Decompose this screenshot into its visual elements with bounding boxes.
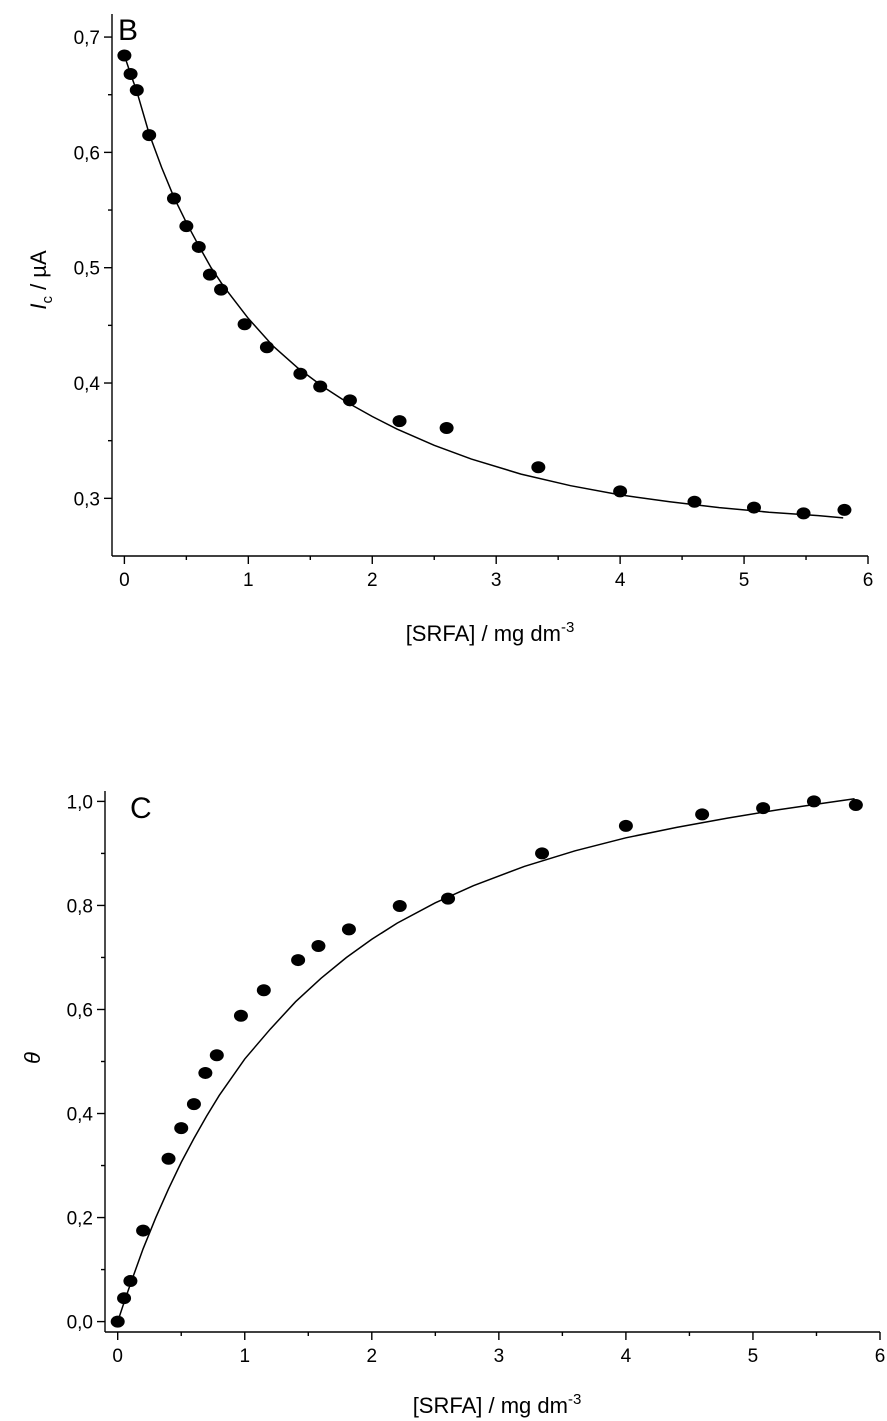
panel-b-chart: 0 1 2 3 4 5 6 0,3 0,4 0,5 0,6 0,7 B [SRFA] / mg dm-… [26, 14, 873, 646]
panel-c-data-point [535, 847, 550, 860]
panel-c-y-tick-label: 1,0 [67, 792, 93, 813]
panel-b-y-tick-label: 0,6 [74, 143, 100, 164]
panel-c-x-tick-label: 6 [875, 1346, 886, 1367]
panel-c-y-tick-label: 0,2 [67, 1209, 93, 1230]
panel-c-x-tick-label: 4 [621, 1346, 632, 1367]
panel-c-data-point [341, 923, 356, 936]
panel-c-data-point [117, 1292, 132, 1305]
panel-c-data-point [618, 819, 633, 832]
panel-b-data-point [313, 380, 328, 393]
panel-b-fit-curve [123, 55, 844, 519]
panel-c-plot-area: 0 1 2 3 4 5 6 0,0 0,2 0,4 0,6 0,8 1,0 [67, 791, 886, 1367]
panel-b-data-point [746, 501, 761, 514]
panel-b-x-tick-label: 0 [119, 570, 130, 591]
panel-c-y-tick-label: 0,6 [67, 1000, 93, 1021]
panel-b-data-point [293, 367, 308, 380]
panel-c-data-point [136, 1224, 151, 1237]
panel-b-data-point [202, 268, 217, 281]
panel-b-data-point [259, 341, 274, 354]
panel-b-data-point [166, 192, 181, 205]
panel-b-data-point [342, 394, 357, 407]
panel-b-data-point [142, 129, 157, 142]
panel-c-x-tick-label: 0 [112, 1346, 123, 1367]
panel-b-y-tick-label: 0,7 [74, 28, 100, 49]
panel-c-y-tick-label: 0,4 [67, 1105, 94, 1126]
panel-c-data-point [110, 1315, 125, 1328]
panel-c-data-point [186, 1098, 201, 1111]
panel-b-x-tick-label: 5 [739, 570, 750, 591]
panel-b-data-point [392, 415, 407, 428]
panel-b-x-axis-title: [SRFA] / mg dm-3 [406, 619, 575, 646]
panel-c-data-point [123, 1275, 138, 1288]
panel-c-y-tick-label: 0,8 [67, 896, 93, 917]
panel-c-data-point [161, 1152, 176, 1165]
panel-b-x-tick-label: 1 [243, 570, 254, 591]
panel-c-data-point [441, 892, 456, 905]
panel-b-x-tick-label: 4 [615, 570, 626, 591]
panel-b-data-point [123, 67, 138, 80]
panel-c-data-point [198, 1066, 213, 1079]
panel-b-data-point [129, 84, 144, 97]
panel-c-fit-curve [116, 798, 855, 1322]
panel-b-data-point [613, 485, 628, 498]
panel-b-x-tick-label: 2 [367, 570, 378, 591]
panel-b-data-point [191, 240, 206, 253]
panel-c-data-point [695, 808, 710, 821]
panel-b-data-point [837, 503, 852, 516]
panel-c-data-point [848, 799, 863, 812]
panel-b-x-tick-label: 6 [863, 570, 874, 591]
panel-c-data-point [291, 954, 306, 967]
panel-b-data-point [531, 461, 546, 474]
panel-b-y-tick-label: 0,4 [74, 374, 101, 395]
panel-b-plot-area: 0 1 2 3 4 5 6 0,3 0,4 0,5 0,6 0,7 [74, 14, 874, 591]
panel-b-y-tick-label: 0,3 [74, 489, 100, 510]
panel-c-data-point [233, 1009, 248, 1022]
panel-c-y-axis-title: θ [20, 1052, 45, 1064]
panel-c-data-point [174, 1122, 189, 1135]
panel-c-x-tick-label: 5 [748, 1346, 759, 1367]
panel-b-data-point [117, 49, 132, 62]
panel-c-x-axis-title: [SRFA] / mg dm-3 [413, 1391, 582, 1418]
panel-c-data-point [392, 899, 407, 912]
panel-c-data-point [806, 795, 821, 808]
panel-b-data-point [179, 220, 194, 233]
panel-c-label: C [130, 792, 152, 825]
panel-b-data-point [796, 507, 811, 520]
panel-c-data-point [756, 802, 771, 815]
panel-c-data-point [209, 1049, 224, 1062]
panel-b-y-axis-title: Ic / µA [26, 250, 56, 310]
panel-b-data-point [439, 421, 454, 434]
panel-b-data-point [214, 283, 229, 296]
panel-b-y-tick-label: 0,5 [74, 259, 100, 280]
panel-c-x-tick-label: 2 [367, 1346, 378, 1367]
panel-c-data-point [256, 984, 271, 997]
panel-b-data-point [687, 495, 702, 508]
panel-b-x-tick-label: 3 [491, 570, 502, 591]
panel-c-x-tick-label: 3 [494, 1346, 505, 1367]
panel-c-chart: 0 1 2 3 4 5 6 0,0 0,2 0,4 0,6 0,8 1,0 C [SRFA] / mg … [20, 791, 885, 1418]
panel-c-data-point [311, 940, 326, 953]
panel-c-y-tick-label: 0,0 [67, 1313, 93, 1334]
panel-c-x-tick-label: 1 [239, 1346, 250, 1367]
panel-b-data-point [237, 318, 252, 331]
panel-b-label: B [118, 14, 138, 47]
